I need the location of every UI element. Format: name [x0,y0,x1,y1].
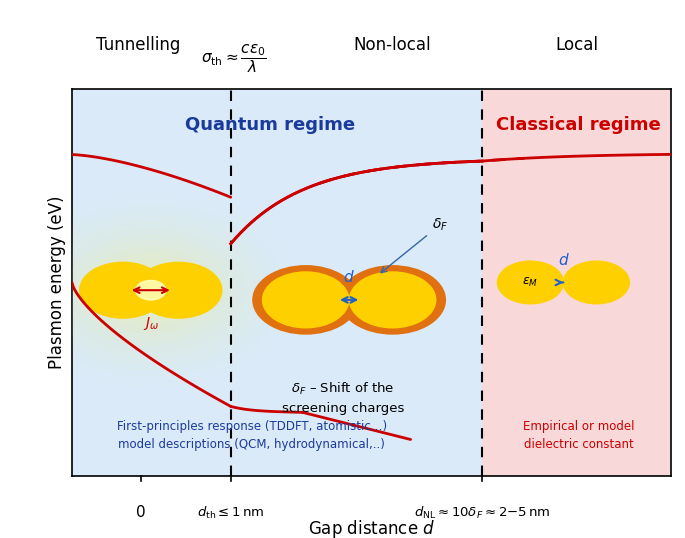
Text: $d_{\mathrm{NL}} \approx 10\delta_F \approx 2{-}5\,\mathrm{nm}$: $d_{\mathrm{NL}} \approx 10\delta_F \app… [414,505,551,521]
Circle shape [563,261,630,304]
Text: Local: Local [556,36,599,54]
Circle shape [103,259,198,321]
Circle shape [136,263,222,318]
Circle shape [94,253,208,327]
Text: Quantum regime: Quantum regime [185,116,355,134]
Text: $\delta_F$: $\delta_F$ [381,217,448,273]
Text: $\delta_F$ – Shift of the
screening charges: $\delta_F$ – Shift of the screening char… [282,381,404,415]
X-axis label: Gap distance $d$: Gap distance $d$ [308,518,435,538]
Bar [72,89,482,476]
Circle shape [136,280,166,300]
Circle shape [349,272,436,328]
Text: First-principles response (TDDFT, atomistic…)
model descriptions (QCM, hydrodyna: First-principles response (TDDFT, atomis… [116,420,387,451]
Text: $d$: $d$ [343,269,355,285]
Text: Non-local: Non-local [353,36,432,54]
Text: 0: 0 [136,505,146,520]
Circle shape [79,263,166,318]
Circle shape [253,266,358,334]
Text: Tunnelling: Tunnelling [97,36,181,54]
Bar [482,89,671,476]
Circle shape [262,272,349,328]
Text: $d_{\mathrm{th}} \leq 1\,\mathrm{nm}$: $d_{\mathrm{th}} \leq 1\,\mathrm{nm}$ [197,505,264,521]
Text: $\sigma_{\mathrm{th}} \approx \dfrac{c\varepsilon_0}{\lambda}$: $\sigma_{\mathrm{th}} \approx \dfrac{c\v… [201,43,266,75]
Y-axis label: Plasmon energy (eV): Plasmon energy (eV) [49,196,66,369]
Text: Classical regime: Classical regime [496,116,661,134]
Text: $d$: $d$ [558,252,569,268]
Text: $J_\omega$: $J_\omega$ [142,315,159,332]
Circle shape [497,261,563,304]
Circle shape [340,266,445,334]
Text: Empirical or model
dielectric constant: Empirical or model dielectric constant [523,420,634,451]
Text: $\varepsilon_M$: $\varepsilon_M$ [523,276,538,289]
